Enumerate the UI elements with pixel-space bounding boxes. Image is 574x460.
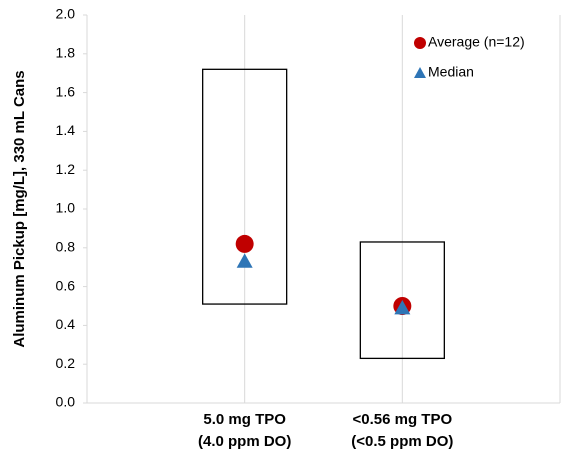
x-tick-label: (<0.5 ppm DO) xyxy=(351,433,453,450)
y-tick-label: 0.0 xyxy=(56,394,76,410)
legend-marker xyxy=(414,67,426,78)
y-tick-label: 0.8 xyxy=(56,239,76,255)
x-tick-label: (4.0 ppm DO) xyxy=(198,433,291,450)
marker xyxy=(394,299,411,315)
range-box xyxy=(202,68,288,305)
y-tick-label: 2.0 xyxy=(56,6,76,22)
legend-marker xyxy=(414,37,426,49)
marker xyxy=(235,234,254,253)
x-tick-label: 5.0 mg TPO xyxy=(203,411,286,428)
y-tick-label: 0.6 xyxy=(56,277,76,293)
y-tick-label: 1.6 xyxy=(56,83,76,99)
range-box xyxy=(359,241,445,360)
y-tick-label: 1.4 xyxy=(56,122,76,138)
y-tick-label: 1.2 xyxy=(56,161,76,177)
x-tick-label: <0.56 mg TPO xyxy=(353,411,453,428)
y-tick-label: 1.0 xyxy=(56,200,76,216)
legend-label: Median xyxy=(428,64,474,80)
marker xyxy=(236,253,253,268)
y-tick-label: 1.8 xyxy=(56,45,76,61)
y-tick-label: 0.4 xyxy=(56,316,76,332)
y-tick-label: 0.2 xyxy=(56,355,76,371)
legend-label: Average (n=12) xyxy=(428,34,525,50)
y-axis-label: Aluminum Pickup [mg/L], 330 mL Cans xyxy=(11,70,28,347)
